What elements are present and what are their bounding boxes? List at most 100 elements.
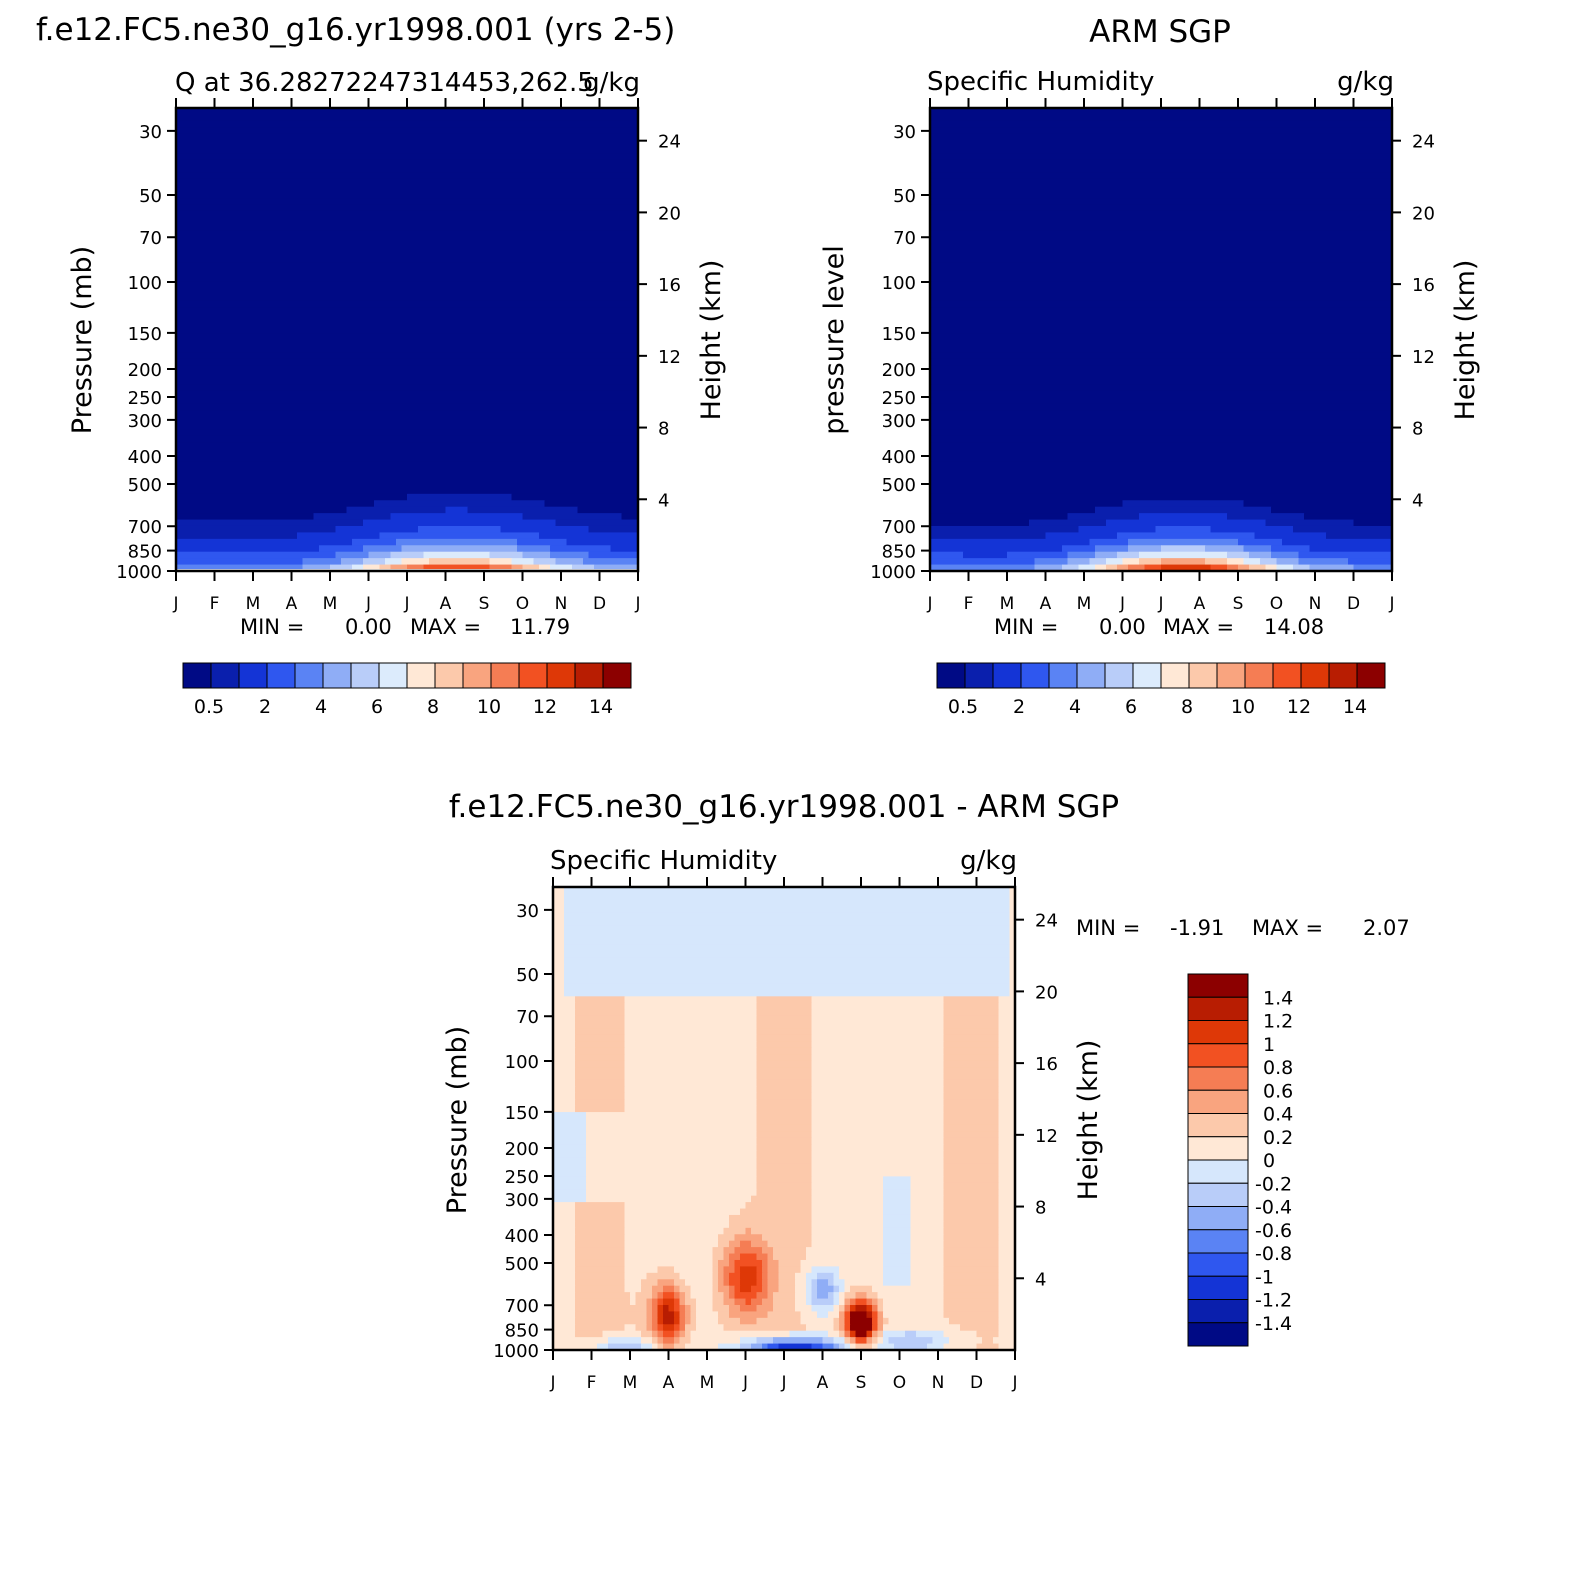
obs-field-cell: [930, 513, 1069, 521]
obs-field-cell: [1271, 506, 1392, 514]
diff-field-cell: [998, 1054, 1015, 1062]
obs-colorbar-label: 12: [1287, 696, 1311, 718]
diff-field-cell: [998, 1195, 1015, 1203]
model-field-cell: [302, 564, 331, 571]
model-field-cell: [550, 545, 612, 553]
diff-field-cell: [982, 1337, 994, 1345]
diff-field-cell: [998, 1092, 1015, 1100]
diff-field-cell: [624, 1009, 758, 1017]
obs-field-cell: [930, 345, 1392, 353]
diff-field-cell: [943, 1202, 1000, 1210]
diff-field-cell: [575, 1240, 626, 1248]
diff-field-cell: [910, 1182, 945, 1190]
model-field-cell: [511, 558, 535, 566]
diff-field-cell: [943, 1195, 1000, 1203]
model-ytick-right-label: 16: [658, 275, 681, 296]
obs-field-cell: [1243, 558, 1261, 566]
diff-field-cell: [723, 1272, 730, 1280]
diff-field-cell: [773, 1298, 796, 1306]
diff-field-cell: [998, 1304, 1015, 1313]
diff-field-cell: [712, 1292, 725, 1300]
diff-field-cell: [943, 1002, 1000, 1010]
diff-field-cell: [943, 1311, 1000, 1319]
obs-xtick-label: F: [964, 594, 974, 614]
model-field-cell: [379, 532, 540, 540]
diff-field-cell: [575, 1317, 648, 1325]
diff-field-cell: [762, 1247, 774, 1255]
diff-field-cell: [976, 1330, 1000, 1338]
diff-field-cell: [553, 983, 565, 991]
diff-field-cell: [564, 944, 1011, 952]
diff-field-cell: [998, 1324, 1015, 1332]
diff-field-cell: [679, 1324, 686, 1332]
obs-field-cell: [930, 120, 1392, 128]
diff-field-cell: [883, 1272, 912, 1280]
diff-field-cell: [756, 1054, 813, 1062]
diff-field-cell: [943, 1304, 1000, 1313]
model-field-cell: [176, 365, 638, 373]
diff-field-cell: [998, 1073, 1015, 1081]
diff-field-cell: [624, 1208, 741, 1216]
obs-field-cell: [1238, 564, 1250, 571]
diff-field-cell: [767, 1253, 774, 1261]
diff-field-cell: [553, 1092, 576, 1100]
diff-field-cell: [756, 1009, 813, 1017]
diff-field-cell: [976, 1343, 1000, 1350]
diff-field-cell: [575, 1092, 626, 1100]
diff-field-cell: [685, 1292, 692, 1300]
diff-field-cell: [564, 989, 1011, 997]
model-field-cell: [176, 403, 638, 411]
diff-main-title: f.e12.FC5.ne30_g16.yr1998.001 - ARM SGP: [449, 789, 1119, 825]
model-field-cell: [176, 448, 638, 456]
diff-ytick-right-label: 24: [1035, 911, 1058, 932]
diff-field-cell: [872, 1285, 945, 1293]
diff-field-cell: [806, 1279, 813, 1287]
diff-field-cell: [833, 1298, 840, 1306]
diff-field-cell: [712, 1298, 725, 1306]
model-field-cell: [176, 326, 638, 334]
diff-field-cell: [998, 1099, 1015, 1107]
diff-field-cell: [553, 1028, 576, 1036]
diff-field-cell: [998, 1067, 1015, 1075]
diff-field-cell: [943, 1292, 1000, 1300]
diff-xtick-label: F: [587, 1373, 597, 1393]
diff-field-cell: [811, 1131, 945, 1139]
model-xtick-label: N: [555, 594, 568, 614]
diff-field-cell: [833, 1337, 846, 1345]
diff-field-cell: [811, 1304, 835, 1313]
diff-field-cell: [998, 1221, 1015, 1229]
obs-field-cell: [1271, 545, 1311, 553]
diff-field-cell: [553, 1330, 576, 1338]
diff-field-cell: [778, 1266, 802, 1274]
diff-field-cell: [685, 1298, 697, 1306]
diff-field-cell: [624, 1272, 648, 1280]
model-field-cell: [176, 390, 638, 398]
diff-field-cell: [679, 1272, 714, 1280]
diff-colorbar-label: 0: [1263, 1150, 1275, 1172]
model-ytick-right-label: 20: [658, 203, 681, 224]
obs-field-cell: [930, 133, 1392, 141]
diff-field-cell: [795, 1279, 807, 1287]
diff-field-cell: [740, 1240, 752, 1248]
model-colorbar-label: 6: [371, 696, 383, 718]
diff-field-cell: [575, 1067, 626, 1075]
diff-field-cell: [756, 1266, 763, 1274]
model-colorbar-box: [294, 662, 324, 689]
diff-field-cell: [1009, 919, 1015, 927]
obs-ytick-label: 70: [893, 228, 916, 249]
obs-ytick-right-label: 16: [1412, 275, 1435, 296]
diff-field-cell: [811, 1086, 945, 1094]
model-field-cell: [176, 281, 638, 289]
obs-ytick-right-label: 12: [1412, 347, 1435, 368]
diff-field-cell: [553, 1079, 576, 1087]
diff-field-cell: [877, 1292, 945, 1300]
diff-field-cell: [883, 1317, 890, 1325]
diff-field-cell: [844, 1343, 851, 1350]
diff-field-cell: [998, 1311, 1015, 1319]
model-field-cell: [335, 551, 370, 559]
diff-field-cell: [663, 1337, 675, 1345]
diff-field-cell: [723, 1279, 730, 1287]
diff-field-cell: [564, 932, 1011, 940]
diff-field-cell: [553, 1150, 587, 1158]
